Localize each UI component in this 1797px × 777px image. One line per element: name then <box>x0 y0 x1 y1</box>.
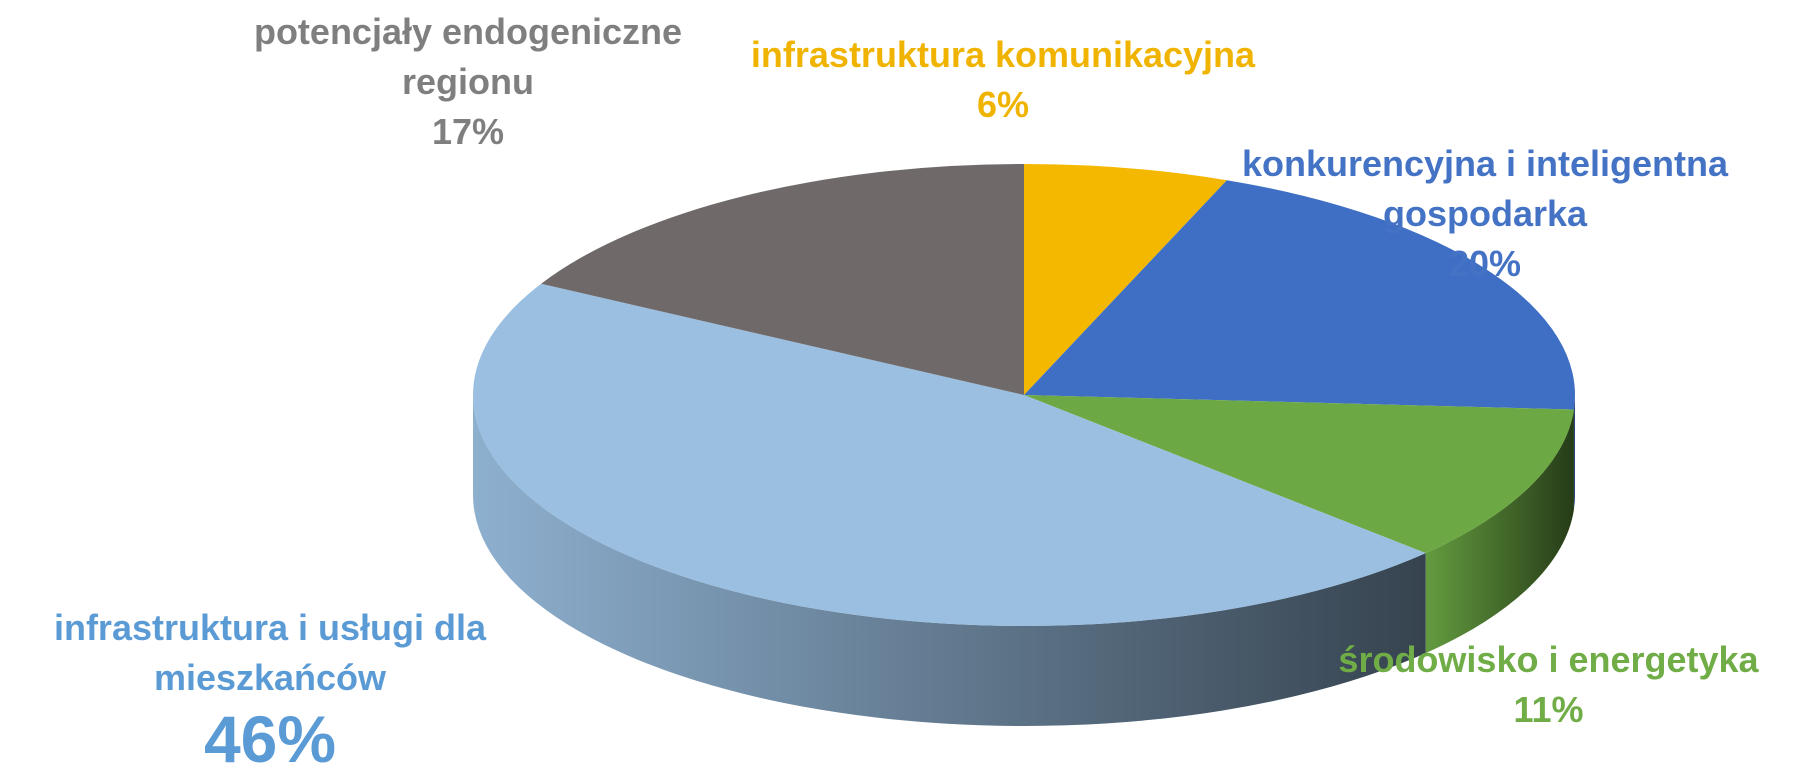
slice-label: potencjały endogeniczne regionu 17% <box>248 7 688 157</box>
side-shade <box>473 395 1426 726</box>
pie-slice <box>1024 180 1575 410</box>
pie-slice <box>1024 395 1574 554</box>
value-label: 11% <box>1513 689 1584 730</box>
slice-label: konkurencyjna i inteligentna gospodarka 2… <box>1175 139 1795 289</box>
value-label: 46% <box>203 702 337 776</box>
pie-slice <box>1024 164 1227 395</box>
value-label: 6% <box>976 84 1030 125</box>
pie-top <box>473 164 1575 626</box>
value-label: 17% <box>431 111 505 152</box>
category-name: infrastruktura i usługi dla mieszkańców <box>53 607 487 698</box>
side-shade <box>1573 395 1575 510</box>
side-shade <box>1425 409 1574 654</box>
category-name: potencjały endogeniczne regionu <box>253 11 683 102</box>
slice-label: środowisko i energetyka 11% <box>1300 635 1797 735</box>
pie-slice <box>473 283 1426 626</box>
category-name: środowisko i energetyka <box>1338 639 1759 680</box>
value-label: 20% <box>1448 243 1522 284</box>
slice-label: infrastruktura i usługi dla mieszkańców 4… <box>0 603 540 775</box>
pie-slice <box>541 164 1024 395</box>
slice-label: infrastruktura komunikacyjna 6% <box>700 30 1306 130</box>
category-name: konkurencyjna i inteligentna gospodarka <box>1241 143 1729 234</box>
category-name: infrastruktura komunikacyjna <box>750 34 1256 75</box>
pie-sides <box>473 395 1575 726</box>
